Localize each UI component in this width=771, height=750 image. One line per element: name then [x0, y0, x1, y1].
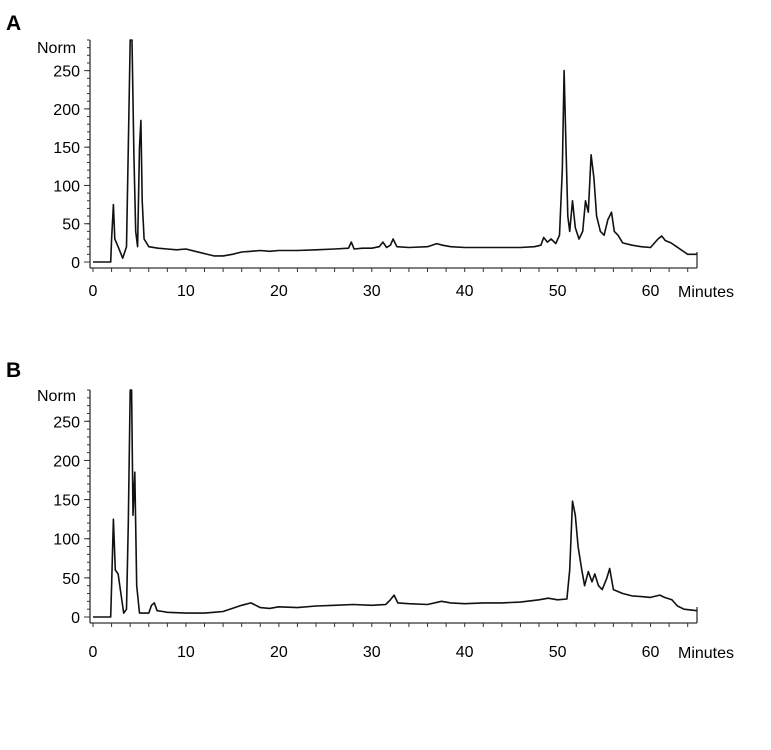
y-axis-label-b: Norm: [37, 388, 76, 405]
y-tick-label: 100: [53, 178, 80, 195]
x-tick-label: 30: [363, 644, 381, 661]
chromatogram-panel-a: A Norm Minutes 0 50 100 150 200 250 0 10 20 30 40 5…: [6, 12, 734, 301]
y-tick-label: 50: [62, 571, 80, 588]
x-tick-label: 0: [89, 283, 98, 300]
x-axis-label-b: Minutes: [678, 645, 734, 662]
x-tick-label: 40: [456, 283, 474, 300]
y-tick-label: 200: [53, 453, 80, 470]
y-tick-label: 0: [71, 255, 80, 272]
panel-label-b: B: [6, 359, 21, 382]
x-tick-label: 20: [270, 283, 288, 300]
panel-label-a: A: [6, 12, 21, 35]
y-axis-label-a: Norm: [37, 40, 76, 57]
x-tick-label: 10: [177, 644, 195, 661]
y-tick-label: 100: [53, 532, 80, 549]
chromatogram-trace: [93, 389, 698, 618]
chromatogram-panel-b: B Norm Minutes 0 50 100 150 200 250 0 10 20 30 40 5…: [6, 359, 734, 662]
y-tick-label: 200: [53, 102, 80, 119]
x-tick-label: 60: [642, 644, 660, 661]
chromatogram-trace: [93, 39, 697, 263]
x-tick-label: 40: [456, 644, 474, 661]
y-tick-label: 150: [53, 140, 80, 157]
y-tick-label: 0: [71, 610, 80, 627]
y-tick-label: 250: [53, 414, 80, 431]
x-tick-label: 20: [270, 644, 288, 661]
x-tick-label: 60: [642, 283, 660, 300]
y-tick-label: 250: [53, 64, 80, 81]
y-tick-label: 50: [62, 217, 80, 234]
x-tick-label: 0: [89, 644, 98, 661]
x-tick-label: 50: [549, 283, 567, 300]
y-tick-label: 150: [53, 493, 80, 510]
x-tick-label: 30: [363, 283, 381, 300]
x-tick-label: 10: [177, 283, 195, 300]
x-axis-label-a: Minutes: [678, 284, 734, 301]
x-tick-label: 50: [549, 644, 567, 661]
